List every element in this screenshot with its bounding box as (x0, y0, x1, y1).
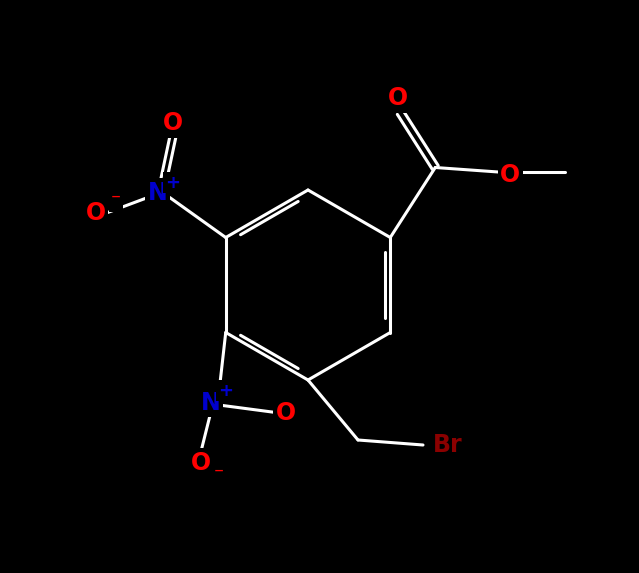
Text: O: O (163, 112, 183, 135)
Text: ⁻: ⁻ (213, 465, 224, 484)
Text: N: N (148, 180, 167, 205)
Text: O: O (86, 201, 106, 225)
Text: ⁻: ⁻ (111, 191, 121, 210)
Text: O: O (275, 401, 296, 425)
Text: O: O (389, 87, 408, 111)
Text: +: + (166, 174, 180, 191)
Text: Br: Br (433, 433, 463, 457)
Text: +: + (219, 382, 233, 399)
Text: O: O (190, 450, 211, 474)
Text: O: O (500, 163, 520, 187)
Text: N: N (201, 391, 220, 414)
